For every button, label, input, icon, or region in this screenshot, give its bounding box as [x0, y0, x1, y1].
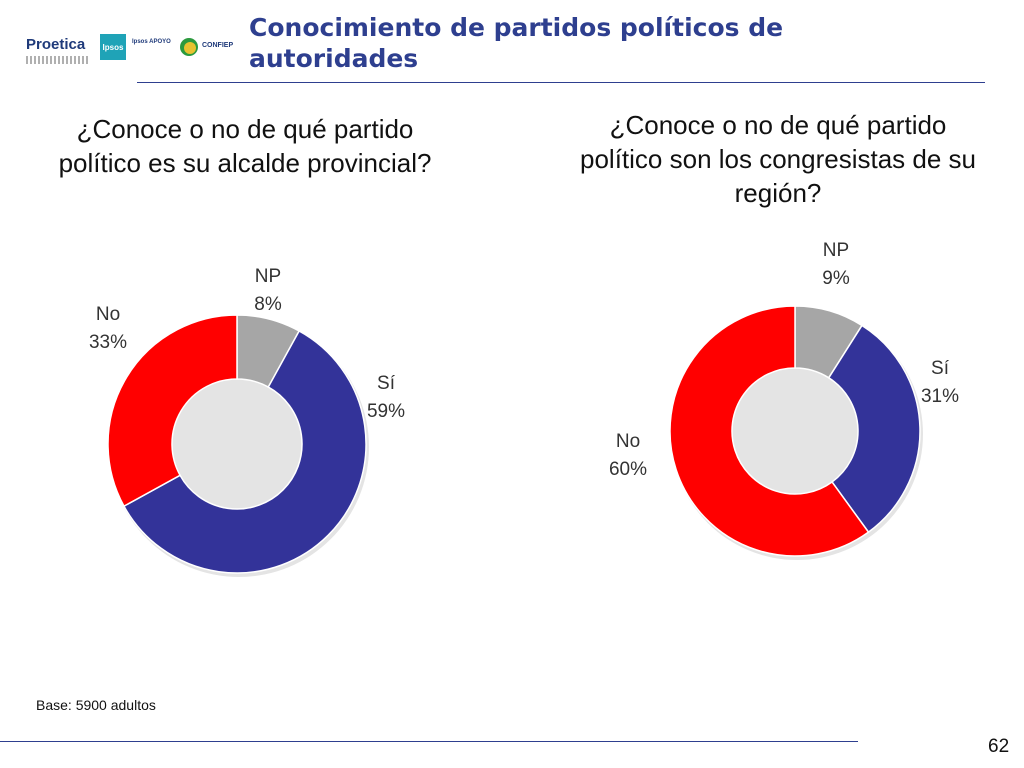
page-title-line-2: autoridades [249, 44, 419, 73]
chart-2-title-line-2: político son los congresistas de su [580, 144, 976, 174]
footer-divider [0, 741, 858, 742]
chart-2-label-si: Sí 31% [921, 358, 959, 407]
confiep-logo: CONFIEP [180, 36, 240, 62]
chart-2-title-line-3: región? [734, 178, 822, 208]
proetica-logo-subtext [26, 56, 88, 64]
chart-2-title: ¿Conoce o no de qué partido político son… [538, 108, 1018, 210]
proetica-logo: Proetica [26, 34, 94, 70]
ipsos-logo: Ipsos [100, 34, 126, 60]
chart-2-label-no: No 60% [609, 431, 647, 480]
page-title-line-1: Conocimiento de partidos políticos de [249, 13, 784, 42]
chart-2-label-np: NP 9% [822, 240, 850, 289]
chart-1-title-line-1: ¿Conoce o no de qué partido [76, 114, 414, 144]
chart-2-slice-no [669, 305, 870, 557]
page-number: 62 [988, 736, 1010, 757]
chart-2-slice-si [827, 324, 921, 534]
chart-1-slice-no [107, 314, 238, 508]
chart-1-label-si: Sí 59% [367, 373, 405, 422]
chart-2-title-line-1: ¿Conoce o no de qué partido [609, 110, 947, 140]
chart-1-label-np: NP 8% [254, 266, 282, 315]
proetica-logo-text: Proetica [26, 36, 86, 53]
page-title: Conocimiento de partidos políticos de au… [249, 12, 949, 74]
chart-1-slice-si [122, 329, 367, 574]
confiep-logo-mark-inner [184, 42, 196, 54]
title-divider [137, 82, 985, 83]
base-note: Base: 5900 adultos [36, 697, 156, 713]
chart-1-label-no: No 33% [89, 304, 127, 353]
chart-1-title-line-2: político es su alcalde provincial? [58, 148, 432, 178]
ipsos-apoyo-logo: Ipsos APOYO [132, 39, 171, 45]
confiep-logo-text: CONFIEP [202, 42, 234, 49]
chart-1-donut: NP 8% Sí 59% No 33% [89, 266, 405, 577]
chart-1-title: ¿Conoce o no de qué partido político es … [20, 112, 470, 180]
partner-logos: Proetica Ipsos Ipsos APOYO CONFIEP [26, 34, 233, 70]
chart-2-donut: NP 9% Sí 31% No 60% [609, 240, 959, 560]
